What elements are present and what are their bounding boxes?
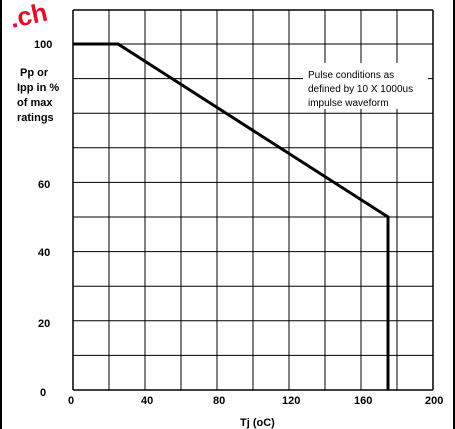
annotation-line-3: impulse waveform (308, 98, 389, 109)
y-tick-label: 0 (40, 387, 46, 399)
x-tick-label: 160 (354, 395, 372, 407)
watermark-text: .ch (7, 0, 50, 34)
y-axis-title-line-2: Ipp in % (17, 82, 59, 94)
x-tick-label: 80 (213, 395, 225, 407)
y-axis-title-line-1: Pp or (20, 67, 49, 79)
x-tick-label: 0 (68, 395, 74, 407)
x-tick-label: 120 (282, 395, 300, 407)
y-tick-label: 40 (38, 247, 50, 259)
annotation-box (303, 63, 428, 109)
y-axis-title: Pp or Ipp in % of max ratings (17, 67, 59, 124)
annotation-line-2: defined by 10 X 1000us (308, 84, 413, 95)
annotation-line-1: Pulse conditions as (308, 70, 394, 81)
x-tick-label: 200 (425, 395, 443, 407)
x-tick-labels: 0 40 80 120 160 200 (68, 395, 443, 407)
y-tick-label: 20 (38, 318, 50, 330)
y-tick-label: 100 (34, 39, 52, 51)
series-line (73, 42, 390, 390)
x-tick-label: 40 (141, 395, 153, 407)
plot-grid (72, 9, 434, 391)
y-axis-title-line-3: of max (17, 97, 53, 109)
annotation: Pulse conditions as defined by 10 X 1000… (308, 70, 413, 109)
x-axis-title: Tj (oC) (240, 417, 275, 429)
y-axis-title-line-4: ratings (17, 112, 54, 124)
y-tick-label: 60 (38, 179, 50, 191)
y-tick-labels: 0 20 40 60 100 (34, 39, 52, 399)
